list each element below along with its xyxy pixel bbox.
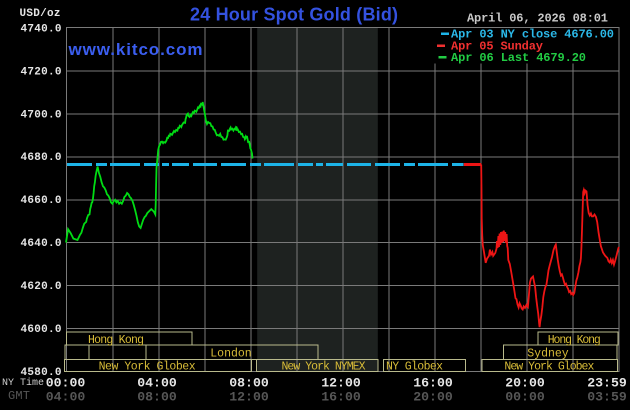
svg-text:New York NYMEX: New York NYMEX: [282, 360, 366, 373]
svg-text:4600.0: 4600.0: [21, 324, 62, 336]
svg-text:12:00: 12:00: [321, 376, 361, 391]
svg-text:NY Globex: NY Globex: [386, 360, 443, 373]
svg-text:4720.0: 4720.0: [21, 66, 62, 78]
svg-text:New York Globex: New York Globex: [99, 360, 196, 373]
svg-text:4640.0: 4640.0: [21, 238, 62, 250]
svg-text:Hong Kong: Hong Kong: [548, 334, 601, 347]
svg-text:20:00: 20:00: [413, 390, 453, 405]
svg-text:4740.0: 4740.0: [21, 23, 62, 35]
svg-text:08:00: 08:00: [229, 376, 269, 391]
svg-text:00:00: 00:00: [505, 390, 545, 405]
svg-text:Sydney: Sydney: [527, 348, 569, 361]
svg-text:16:00: 16:00: [413, 376, 453, 391]
svg-text:4700.0: 4700.0: [21, 109, 62, 121]
svg-text:USD/oz: USD/oz: [20, 8, 61, 20]
svg-text:Apr 05 Sunday: Apr 05 Sunday: [451, 39, 543, 53]
svg-text:4620.0: 4620.0: [21, 281, 62, 293]
svg-text:NY Time: NY Time: [2, 377, 44, 389]
svg-text:00:00: 00:00: [46, 376, 86, 391]
svg-text:April 06, 2026 08:01: April 06, 2026 08:01: [467, 12, 608, 26]
svg-text:12:00: 12:00: [229, 390, 269, 405]
svg-text:4680.0: 4680.0: [21, 152, 62, 164]
svg-text:03:59: 03:59: [587, 390, 627, 405]
svg-text:Apr 03 NY close 4676.00: Apr 03 NY close 4676.00: [451, 28, 614, 42]
svg-text:04:00: 04:00: [137, 376, 177, 391]
svg-text:London: London: [210, 348, 251, 361]
svg-text:New York Globex: New York Globex: [504, 360, 594, 373]
svg-text:20:00: 20:00: [505, 376, 545, 391]
svg-text:23:59: 23:59: [587, 376, 627, 391]
svg-text:4580.0: 4580.0: [21, 367, 62, 379]
svg-text:4660.0: 4660.0: [21, 195, 62, 207]
svg-text:16:00: 16:00: [321, 390, 361, 405]
svg-text:Apr 06 Last 4679.20: Apr 06 Last 4679.20: [451, 51, 586, 65]
svg-text:Hong Kong: Hong Kong: [88, 334, 144, 347]
svg-text:04:00: 04:00: [46, 390, 86, 405]
svg-text:GMT: GMT: [8, 389, 30, 403]
svg-text:08:00: 08:00: [137, 390, 177, 405]
svg-text:www.kitco.com: www.kitco.com: [68, 40, 203, 59]
svg-text:24 Hour Spot Gold (Bid): 24 Hour Spot Gold (Bid): [190, 5, 398, 25]
